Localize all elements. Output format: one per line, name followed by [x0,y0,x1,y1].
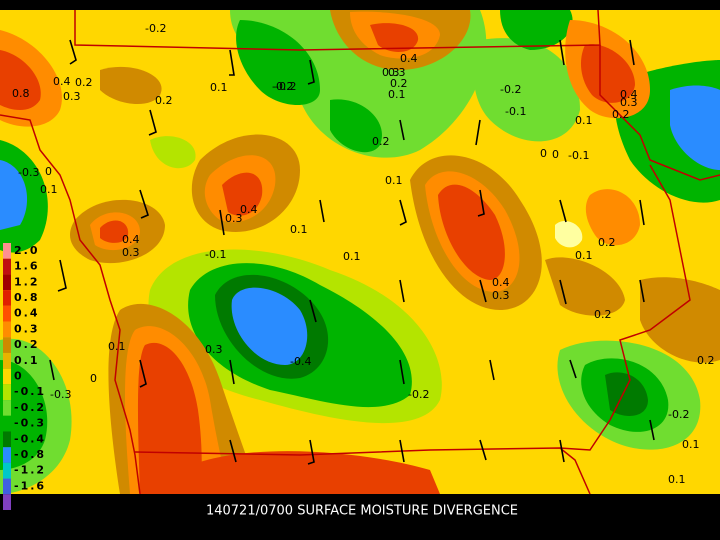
contour-label: -0.3 [50,388,71,401]
contour-label: -0.1 [505,105,526,118]
legend-swatch [3,494,11,510]
contour-label: -0.1 [568,149,589,162]
legend-swatch [3,352,11,369]
legend-label: 0.3 [14,322,40,335]
contour-label: 0.3 [205,343,223,356]
contour-label: 0 [45,165,52,178]
contour-label: 0.2 [612,108,630,121]
legend-label: -0.4 [14,432,46,445]
legend-label: 0.8 [14,291,40,304]
contour-label: 0.1 [40,183,58,196]
contour-label: -0.3 [18,166,39,179]
contour-label: 0.1 [575,114,593,127]
legend-label: 0.4 [14,307,40,320]
contour-label: 0.2 [372,135,390,148]
contour-label: 0.1 [385,174,403,187]
contour-label: -0.1 [205,248,226,261]
contour-label: 0.2 [390,77,408,90]
legend-label: 0.2 [14,338,40,351]
legend-swatch [3,321,11,338]
contour-label: 0.3 [620,96,638,109]
contour-label: 0.4 [620,88,638,101]
legend-swatch [3,305,11,322]
contour-label: 0 [90,372,97,385]
legend-label: -0.2 [14,401,46,414]
legend-label: 1.6 [14,260,40,273]
contour-label: 0.1 [682,438,700,451]
contour-label: 0.4 [122,233,140,246]
contour-label: 0 [540,147,547,160]
legend-swatch [3,274,11,291]
contour-label: 0.3 [492,289,510,302]
contour-labels: -0.20.40.30.20.1-0.20.10.20.40.30.20.8-0… [12,22,715,486]
legend-swatch [3,290,11,306]
legend-swatch [3,462,11,479]
contour-label: 0.4 [400,52,418,65]
contour-label: 0.4 [492,276,510,289]
legend-label: 0 [14,370,24,383]
legend-label: 2.0 [14,244,40,257]
contour-label: 0.3 [122,246,140,259]
contour-label: 0 [552,148,559,161]
legend-label: -1.6 [14,479,46,492]
legend-swatch [3,243,11,259]
contour-label: 0.1 [343,250,361,263]
contour-label: 0.3 [382,66,400,79]
legend-swatch [3,447,11,463]
legend-label: 1.2 [14,275,40,288]
contour-label: 0.4 [240,203,258,216]
legend-label: -0.8 [14,448,46,461]
legend-label: 0.1 [14,354,40,367]
contour-label: 0.4 [53,75,71,88]
state-borders [0,9,720,495]
contour-label: 0.1 [290,223,308,236]
contour-label: 0.3 [225,212,243,225]
legend-swatch [3,368,11,385]
contour-label: 0.2 [598,236,616,249]
legend-swatch [3,384,11,401]
legend-label: -0.1 [14,385,46,398]
legend-label: -0.3 [14,417,46,430]
contour-label: -0.2 [408,388,429,401]
contour-label: 0.3 [63,90,81,103]
contour-label: 0.1 [108,340,126,353]
legend-swatch [3,337,11,353]
contour-label: -0.2 [500,83,521,96]
contour-label: -0.2 [272,80,293,93]
legend-swatch [3,258,11,275]
contour-label: 0.2 [594,308,612,321]
contour-label: -0.2 [275,80,296,93]
contour-label: 0.8 [12,87,30,100]
contour-label: 0.2 [75,76,93,89]
contour-label: 0.1 [388,88,406,101]
contour-label: 0.1 [668,473,686,486]
legend-swatch [3,400,11,416]
contour-label: 0.1 [575,249,593,262]
color-legend: 2.0 1.6 1.2 0.8 0.4 0.3 0.2 0.1 0 -0.1 -0.2 -0.3 -0.… [3,243,46,510]
contour-label: 0.3 [388,66,406,79]
legend-swatch [3,478,11,495]
contour-label: 0.2 [697,354,715,367]
legend-label: -2.0 [14,495,46,508]
legend-swatch [3,415,11,432]
map-title: 140721/0700 SURFACE MOISTURE DIVERGENCE [206,504,518,519]
wind-barbs [49,39,655,465]
legend-label: -1.2 [14,464,46,477]
contour-label: -0.4 [290,355,311,368]
contour-label: 0.2 [155,94,173,107]
legend-swatch [3,431,11,448]
contour-label: -0.2 [145,22,166,35]
contour-label: -0.2 [668,408,689,421]
contour-label: 0.1 [210,81,228,94]
